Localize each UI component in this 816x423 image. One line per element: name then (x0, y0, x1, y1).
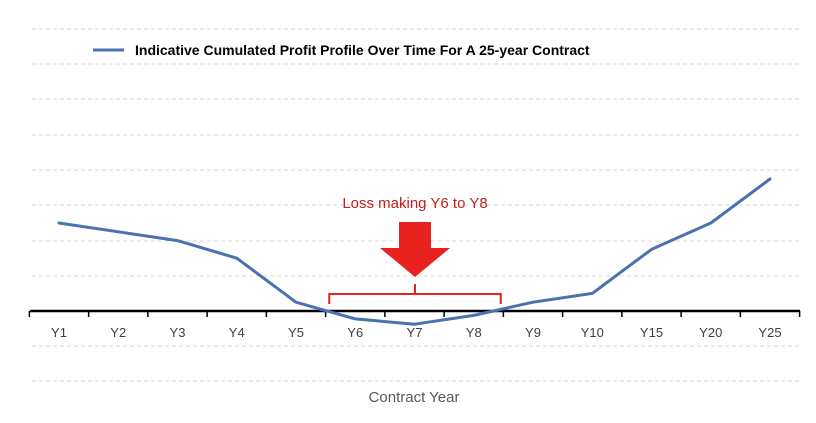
x-tick-label-y3: Y3 (170, 325, 186, 340)
x-tick-label-y8: Y8 (466, 325, 482, 340)
x-tick-label-y20: Y20 (699, 325, 722, 340)
x-tick-label-y5: Y5 (288, 325, 304, 340)
x-axis-label: Contract Year (369, 389, 460, 406)
series-line-cumulated-profit (57, 177, 772, 326)
legend: Indicative Cumulated Profit Profile Over… (93, 42, 590, 58)
x-tick-label-y1: Y1 (51, 325, 67, 340)
loss-annotation: Loss making Y6 to Y8 (328, 195, 502, 304)
x-tick-label-y7: Y7 (407, 325, 423, 340)
x-tick-label-y6: Y6 (347, 325, 363, 340)
x-tick-label-y15: Y15 (640, 325, 663, 340)
loss-label: Loss making Y6 to Y8 (342, 195, 487, 212)
x-axis-tick-labels: Y1 Y2 Y3 Y4 Y5 Y6 Y7 Y8 Y9 Y10 Y15 Y20 Y25 (51, 325, 782, 340)
legend-label: Indicative Cumulated Profit Profile Over… (135, 42, 590, 58)
x-tick-label-y25: Y25 (758, 325, 781, 340)
x-tick-label-y2: Y2 (110, 325, 126, 340)
loss-arrow (380, 222, 450, 277)
x-tick-label-y9: Y9 (525, 325, 541, 340)
x-tick-label-y4: Y4 (229, 325, 245, 340)
x-tick-label-y10: Y10 (581, 325, 604, 340)
loss-bracket (328, 284, 502, 304)
